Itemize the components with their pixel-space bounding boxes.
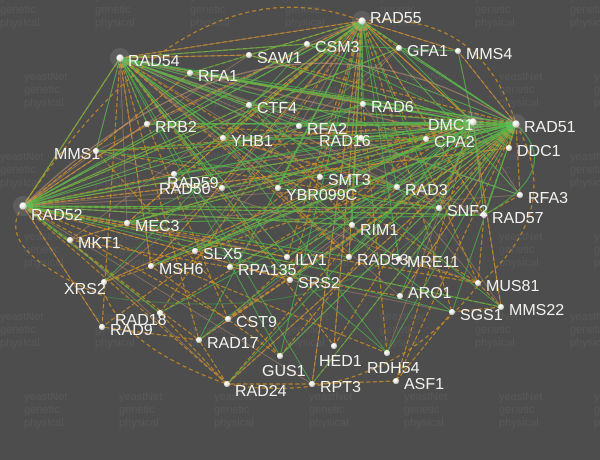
- svg-text:yeastNet: yeastNet: [404, 391, 447, 403]
- svg-text:genetic: genetic: [475, 4, 511, 16]
- svg-text:yeastNet: yeastNet: [380, 0, 423, 3]
- svg-text:genetic: genetic: [499, 404, 535, 416]
- svg-text:yeastNet: yeastNet: [570, 0, 600, 3]
- svg-text:genetic: genetic: [404, 84, 440, 96]
- svg-text:physical: physical: [190, 337, 230, 349]
- svg-text:yeastNet: yeastNet: [499, 71, 542, 83]
- svg-text:physical: physical: [24, 417, 64, 429]
- svg-text:physical: physical: [119, 417, 159, 429]
- svg-text:physical: physical: [24, 97, 64, 109]
- svg-text:genetic: genetic: [570, 4, 600, 16]
- svg-text:physical: physical: [570, 337, 600, 349]
- svg-text:genetic: genetic: [570, 324, 600, 336]
- svg-text:yeastNet: yeastNet: [285, 0, 328, 3]
- svg-text:yeastNet: yeastNet: [0, 0, 43, 3]
- svg-text:yeastNet: yeastNet: [570, 311, 600, 323]
- svg-text:genetic: genetic: [0, 324, 36, 336]
- svg-text:yeastNet: yeastNet: [570, 151, 600, 163]
- svg-text:physical: physical: [499, 417, 539, 429]
- svg-text:genetic: genetic: [24, 84, 60, 96]
- svg-text:genetic: genetic: [594, 244, 600, 256]
- svg-text:genetic: genetic: [0, 4, 36, 16]
- svg-text:yeastNet: yeastNet: [190, 0, 233, 3]
- svg-text:physical: physical: [190, 17, 230, 29]
- svg-text:genetic: genetic: [309, 404, 345, 416]
- svg-text:physical: physical: [570, 17, 600, 29]
- svg-text:genetic: genetic: [499, 244, 535, 256]
- svg-text:yeastNet: yeastNet: [190, 151, 233, 163]
- svg-text:physical: physical: [95, 337, 135, 349]
- svg-text:genetic: genetic: [594, 84, 600, 96]
- svg-text:genetic: genetic: [570, 164, 600, 176]
- svg-text:yeastNet: yeastNet: [119, 391, 162, 403]
- svg-text:genetic: genetic: [380, 4, 416, 16]
- svg-text:genetic: genetic: [190, 4, 226, 16]
- svg-text:yeastNet: yeastNet: [594, 231, 600, 243]
- svg-text:genetic: genetic: [214, 404, 250, 416]
- svg-text:physical: physical: [475, 17, 515, 29]
- svg-text:genetic: genetic: [404, 404, 440, 416]
- svg-text:yeastNet: yeastNet: [499, 231, 542, 243]
- svg-text:yeastNet: yeastNet: [594, 391, 600, 403]
- svg-text:genetic: genetic: [119, 404, 155, 416]
- svg-text:physical: physical: [475, 337, 515, 349]
- svg-text:yeastNet: yeastNet: [499, 391, 542, 403]
- svg-text:physical: physical: [0, 177, 40, 189]
- svg-text:yeastNet: yeastNet: [214, 391, 257, 403]
- svg-text:yeastNet: yeastNet: [475, 0, 518, 3]
- svg-text:yeastNet: yeastNet: [24, 391, 67, 403]
- svg-text:physical: physical: [570, 177, 600, 189]
- svg-text:genetic: genetic: [475, 324, 511, 336]
- svg-text:physical: physical: [404, 417, 444, 429]
- svg-text:physical: physical: [594, 97, 600, 109]
- svg-text:genetic: genetic: [285, 324, 321, 336]
- svg-text:physical: physical: [309, 417, 349, 429]
- svg-text:physical: physical: [499, 257, 539, 269]
- svg-text:yeastNet: yeastNet: [95, 0, 138, 3]
- svg-text:genetic: genetic: [594, 404, 600, 416]
- svg-text:yeastNet: yeastNet: [0, 311, 43, 323]
- svg-text:yeastNet: yeastNet: [0, 151, 43, 163]
- svg-text:physical: physical: [0, 17, 40, 29]
- svg-text:genetic: genetic: [285, 4, 321, 16]
- svg-text:physical: physical: [0, 337, 40, 349]
- svg-text:genetic: genetic: [0, 164, 36, 176]
- svg-text:yeastNet: yeastNet: [95, 311, 138, 323]
- svg-text:physical: physical: [594, 257, 600, 269]
- svg-text:physical: physical: [95, 17, 135, 29]
- svg-text:yeastNet: yeastNet: [475, 311, 518, 323]
- svg-text:physical: physical: [499, 97, 539, 109]
- svg-text:physical: physical: [594, 417, 600, 429]
- svg-text:genetic: genetic: [95, 4, 131, 16]
- svg-text:yeastNet: yeastNet: [594, 71, 600, 83]
- svg-text:genetic: genetic: [24, 404, 60, 416]
- svg-text:physical: physical: [214, 417, 254, 429]
- svg-text:yeastNet: yeastNet: [309, 391, 352, 403]
- svg-text:yeastNet: yeastNet: [24, 71, 67, 83]
